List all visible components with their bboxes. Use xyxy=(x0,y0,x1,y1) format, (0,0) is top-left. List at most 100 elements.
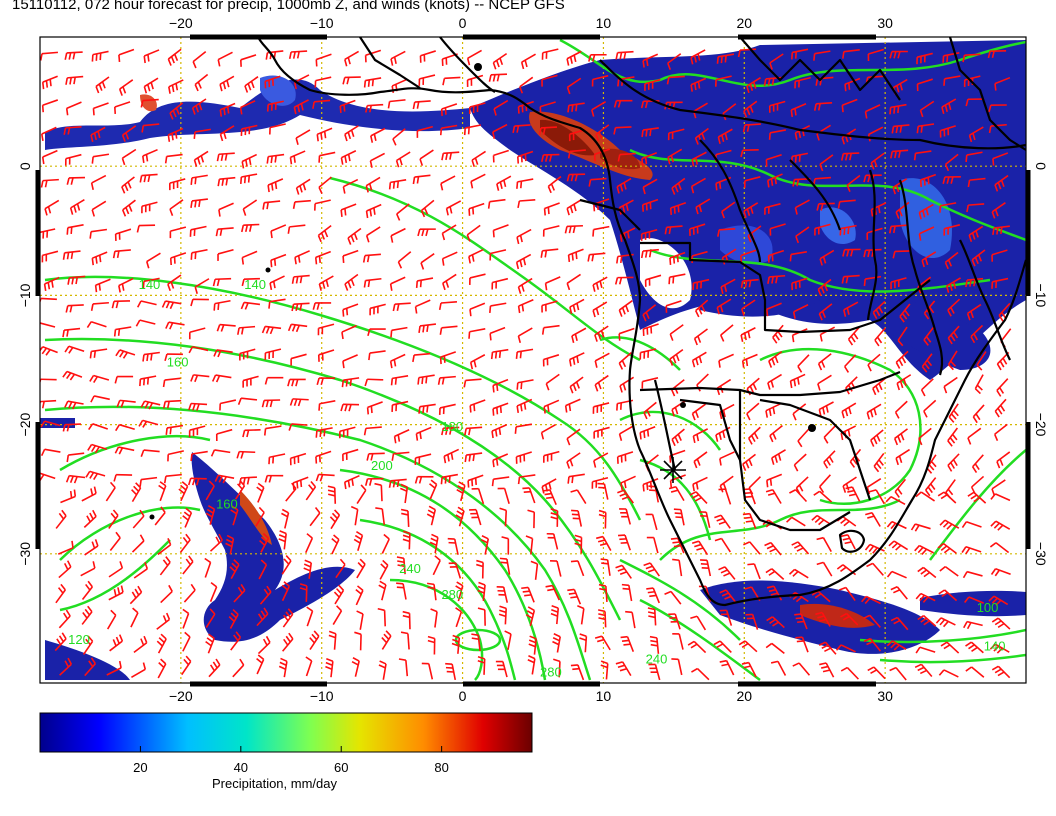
lon-tick-label: 0 xyxy=(459,688,467,704)
wind-barb xyxy=(455,607,463,628)
contour-label: 280 xyxy=(441,587,463,602)
wind-barb xyxy=(233,583,246,603)
lat-tick-label: 0 xyxy=(17,162,33,170)
wind-barb xyxy=(539,101,556,114)
wind-barb xyxy=(816,561,833,577)
wind-barb xyxy=(720,278,736,294)
wind-barb xyxy=(919,173,937,187)
wind-barb xyxy=(993,423,1008,442)
wind-barb xyxy=(114,375,134,384)
wind-barb xyxy=(392,128,406,146)
islands xyxy=(149,63,816,520)
wind-barb xyxy=(205,633,215,654)
wind-barb xyxy=(971,249,986,267)
wind-barb xyxy=(942,52,960,63)
lon-tick-label: −20 xyxy=(169,15,193,31)
wind-barb xyxy=(288,50,308,60)
wind-barb xyxy=(493,99,509,116)
wind-barb xyxy=(668,273,686,285)
wind-barb xyxy=(740,149,759,158)
wind-barb xyxy=(163,473,182,484)
wind-barb xyxy=(541,48,559,60)
wind-barb xyxy=(567,588,582,605)
wind-barb xyxy=(366,452,385,461)
wind-barb xyxy=(261,325,282,335)
wind-barb xyxy=(620,475,636,490)
wind-barb xyxy=(441,251,458,266)
wind-barb xyxy=(268,298,286,309)
wind-barb xyxy=(938,669,959,678)
wind-barb xyxy=(570,560,585,577)
wind-barb xyxy=(714,75,732,87)
wind-barb xyxy=(492,149,509,163)
wind-barb xyxy=(255,506,265,527)
lat-tick-label: 0 xyxy=(1033,162,1049,170)
contour-label: 160 xyxy=(167,354,189,369)
wind-barb xyxy=(356,610,364,630)
wind-barb xyxy=(813,490,833,503)
wind-barb xyxy=(290,353,307,366)
wind-barb xyxy=(690,49,706,65)
wind-barb xyxy=(41,126,57,142)
wind-barb xyxy=(664,225,683,235)
wind-barb xyxy=(108,509,119,529)
wind-barb xyxy=(328,630,337,650)
wind-barb xyxy=(567,473,585,484)
wind-barb xyxy=(788,568,809,579)
wind-barb xyxy=(109,531,121,551)
wind-barb xyxy=(363,426,382,436)
wind-barb xyxy=(314,250,331,265)
wind-barb xyxy=(287,224,306,234)
contour-label: 200 xyxy=(371,458,393,473)
wind-barb xyxy=(666,75,685,85)
wind-barb xyxy=(85,470,106,481)
wind-barb xyxy=(861,595,881,605)
wind-barb xyxy=(138,419,159,428)
wind-barb xyxy=(194,278,210,294)
wind-barb xyxy=(817,278,832,297)
wind-barb xyxy=(838,586,856,602)
wind-barb xyxy=(942,175,961,184)
wind-barb xyxy=(769,53,784,70)
wind-barb xyxy=(867,48,884,61)
wind-barb xyxy=(913,150,932,161)
wind-barb xyxy=(720,324,734,342)
wind-barb xyxy=(429,533,439,554)
wind-barb xyxy=(794,76,811,89)
wind-barb xyxy=(892,250,911,259)
wind-barb xyxy=(823,450,836,469)
wind-barb xyxy=(390,326,408,338)
wind-barb xyxy=(111,300,131,309)
wind-barb xyxy=(990,568,1011,577)
wind-barb xyxy=(139,476,158,487)
wind-barb xyxy=(498,605,507,625)
wind-barb xyxy=(919,100,935,118)
wind-barb xyxy=(974,374,984,395)
wind-barb xyxy=(400,483,409,504)
wind-barb xyxy=(890,616,909,631)
wind-barb xyxy=(792,662,811,676)
wind-barb xyxy=(91,50,109,62)
wind-barb xyxy=(914,544,935,555)
wind-barb xyxy=(239,54,257,67)
wind-barb xyxy=(293,74,310,90)
wind-barb xyxy=(917,614,937,627)
wind-barb xyxy=(183,583,196,603)
wind-barb xyxy=(430,608,438,628)
wind-barb xyxy=(873,452,885,473)
wind-barb xyxy=(813,50,831,61)
wind-barb xyxy=(313,199,331,211)
wind-barb xyxy=(689,491,708,504)
wind-barb xyxy=(491,424,508,439)
wind-barb xyxy=(569,298,585,315)
wind-barb xyxy=(966,303,982,321)
wind-barb xyxy=(468,327,486,339)
wind-barb xyxy=(58,560,72,579)
wind-barb xyxy=(388,478,407,488)
wind-barb xyxy=(741,661,757,678)
wind-barb xyxy=(965,98,984,107)
wind-barb xyxy=(920,378,934,397)
wind-barb xyxy=(789,489,808,503)
wind-barb xyxy=(499,557,511,575)
wind-barb xyxy=(671,658,683,676)
